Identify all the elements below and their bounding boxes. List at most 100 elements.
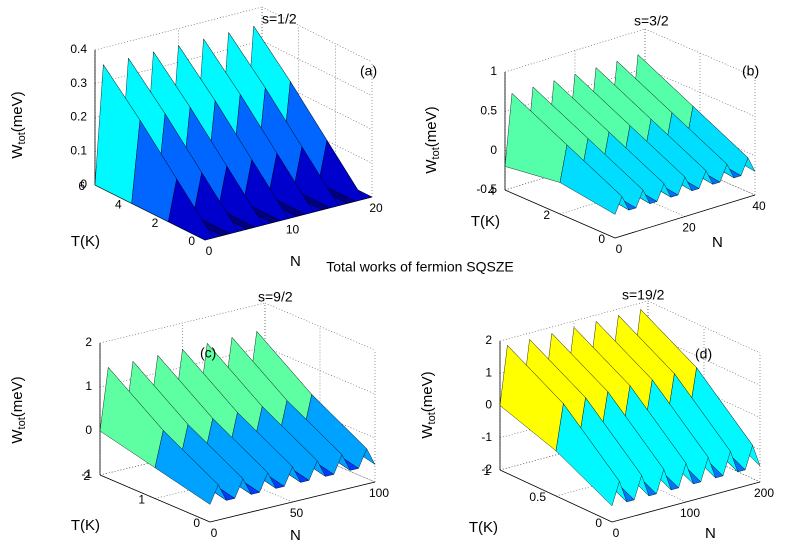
z-label-main: W [419,424,436,439]
panel: -0.5 0 0.5 1 0 20 40 0 2 4 s=3/2 (b) N T(K) Wtot(meV) [423,13,766,256]
z-tick-label: 1 [485,365,492,379]
grid-line [504,146,646,191]
z-axis-label: Wtot(meV) [423,106,442,173]
surface-patch [555,403,620,507]
panel-title: s=19/2 [622,287,665,303]
panel-title: s=9/2 [258,289,293,305]
z-label-sub: tot [430,147,442,159]
axis-line [499,469,613,523]
y-tick-label: 1 [483,464,490,478]
z-tick-label: -0.5 [476,182,497,196]
x-axis-label: N [290,527,301,544]
x-tick-label: 0 [206,244,213,258]
x-tick-label: 100 [369,486,389,500]
panel-tag: (a) [360,63,377,79]
z-tick-label: -1 [481,430,492,444]
y-tick-label: 4 [488,184,495,198]
z-label-unit: (meV) [9,91,26,132]
z-tick-label: 0.1 [70,143,87,157]
x-tick-label: 0 [211,526,218,540]
z-tick-label: 2 [85,335,92,349]
z-axis-label: Wtot(meV) [419,371,438,438]
y-axis-label: T(K) [469,519,498,536]
z-tick-label: 0 [85,423,92,437]
x-tick-label: 20 [682,221,696,235]
grid-line [261,6,373,63]
y-axis-label: T(K) [71,233,100,250]
grid-line [261,74,373,130]
z-tick-label: 0.4 [70,42,87,56]
grid-line [261,40,373,97]
grid-line [647,332,761,386]
z-axis-label: Wtot(meV) [9,376,28,443]
axis-line [614,194,756,239]
z-tick-label: 0 [80,177,87,191]
x-tick-label: 20 [369,201,383,215]
panel-tag: (b) [742,63,759,79]
grid-line [264,434,376,483]
grid-line [264,302,376,351]
panel-tag: (d) [695,346,712,362]
panel: -2 -1 0 1 2 0 100 200 0 0.5 1 s=19/2 (d) N T(K) Wtot(me… [419,287,774,542]
grid-line [647,429,761,483]
grid-line [647,300,761,354]
z-tick-label: 0.5 [480,104,497,118]
y-tick-label: 0 [188,234,195,248]
axis-line [99,474,211,523]
y-tick-label: 2 [152,216,159,230]
z-tick-label: 2 [485,333,492,347]
panel: -1 0 1 2 0 50 100 0 1 2 s=9/2 (c) N T(K) Wtot(meV) [9,289,389,544]
y-axis-label: T(K) [71,517,100,534]
surface-patch [154,430,219,505]
z-label-unit: (meV) [423,106,440,147]
panel-title: s=3/2 [634,13,669,29]
z-tick-label: 1 [85,379,92,393]
x-axis-label: N [290,253,301,270]
z-tick-label: -1 [81,467,92,481]
z-tick-label: 0.3 [70,76,87,90]
z-label-sub: tot [16,132,28,144]
z-tick-label: 0.2 [70,110,87,124]
x-tick-label: 0 [613,526,620,540]
z-label-main: W [9,144,26,159]
panel: 0 0.1 0.2 0.3 0.4 0 10 20 0 2 4 6 s=1/2 (a) N T(K) Wtot(… [9,6,383,270]
z-label-sub: tot [426,412,438,424]
caption: Total works of fermion SQSZE [326,259,514,275]
x-tick-label: 10 [286,223,300,237]
x-axis-label: N [705,525,716,542]
x-tick-label: 50 [290,506,304,520]
x-axis-label: N [712,234,723,251]
grid-line [99,302,266,344]
y-tick-label: 0.5 [529,490,546,504]
y-tick-label: 2 [543,208,550,222]
grid-line [261,107,373,164]
grid-line [504,68,646,112]
z-tick-label: 1 [490,64,497,78]
x-tick-label: 200 [754,486,774,500]
y-axis-label: T(K) [471,213,500,230]
y-tick-label: 2 [83,469,90,483]
axis-line [209,481,376,523]
x-tick-label: 40 [752,199,766,213]
y-tick-label: 6 [78,179,85,193]
z-label-main: W [9,429,26,444]
z-label-unit: (meV) [419,371,436,412]
grid-line [504,28,646,73]
surface-patch [168,178,214,241]
axis-line [504,189,616,239]
y-tick-label: 0 [595,516,602,530]
x-tick-label: 0 [616,242,623,256]
z-label-unit: (meV) [9,376,26,417]
x-tick-label: 100 [680,506,700,520]
z-label-main: W [423,159,440,174]
z-label-sub: tot [16,417,28,429]
y-tick-label: 0 [193,516,200,530]
y-tick-label: 1 [138,493,145,507]
surface-patch [559,144,623,215]
z-tick-label: 0 [485,398,492,412]
y-tick-label: 0 [598,232,605,246]
panel-tag: (c) [200,345,216,361]
axis-line [611,481,761,523]
z-tick-label: -2 [481,462,492,476]
